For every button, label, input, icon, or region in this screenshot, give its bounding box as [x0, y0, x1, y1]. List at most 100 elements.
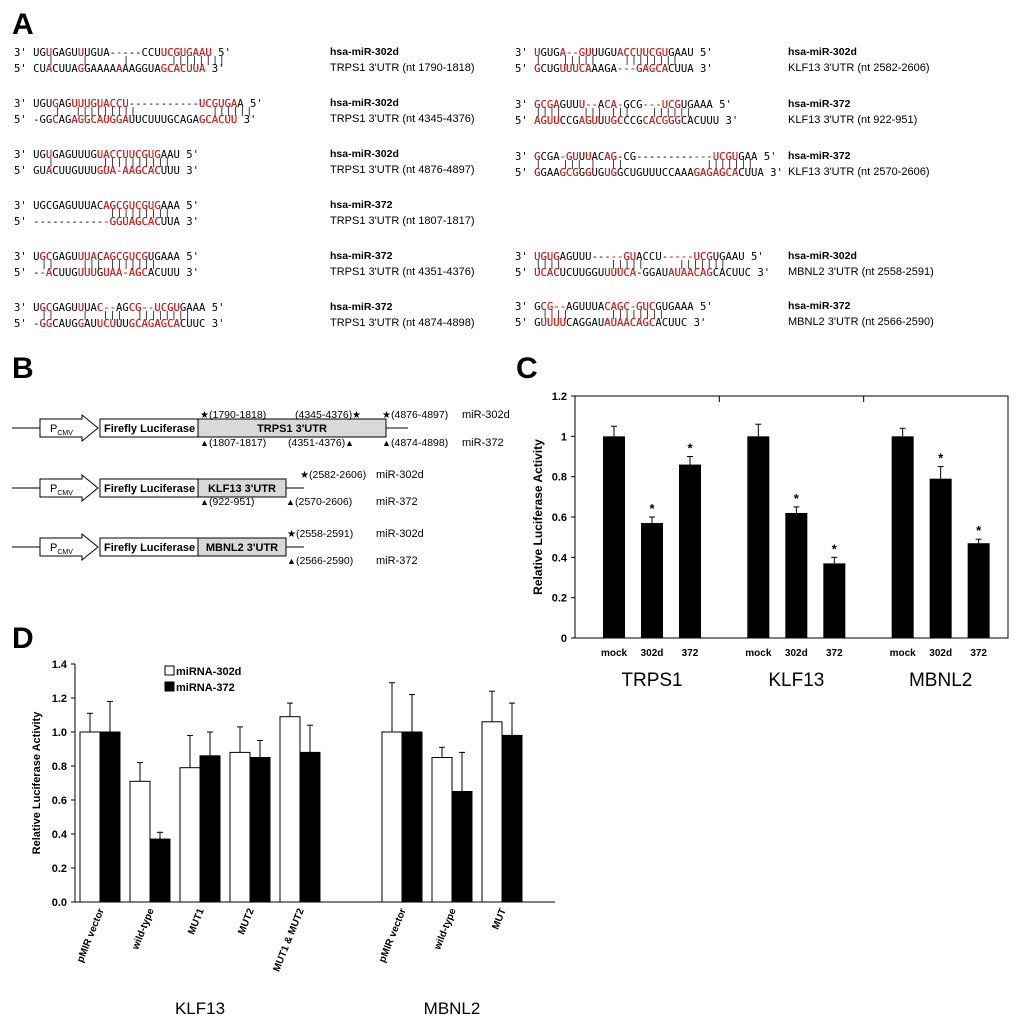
significance-star: *	[794, 491, 800, 506]
panel-d-letter: D	[12, 622, 34, 655]
site-range-label: (1790-1818)	[209, 409, 266, 421]
paired-bases-highlight: AGUU AGU UGC CACGGG	[515, 115, 739, 127]
pairing-bars: |||| ||||||||	[515, 310, 666, 320]
utr-region-label: KLF13 3'UTR (nt 2582-2606)	[788, 62, 930, 74]
mirna-label: miR-302d	[376, 528, 424, 540]
mirna-label: hsa-miR-372	[330, 301, 393, 313]
luciferase-label: Firefly Luciferase	[104, 483, 195, 495]
panel-c-bar-chart: 0 0.2 0.4 0.6 0.8 1 1.2 Relative Luciferase Act…	[531, 391, 1009, 690]
promoter-arrow	[39, 473, 99, 503]
bar	[401, 731, 423, 903]
x-tick-label: mock	[601, 648, 628, 659]
y-tick-label: 0.4	[552, 552, 568, 564]
promoter-label-subscript: CMV	[57, 490, 73, 497]
y-tick-label: 0.6	[552, 512, 567, 524]
pairing-bars: | ||||||||| ||||||	[14, 107, 254, 117]
paired-bases-highlight: G UUUCA ---GAGCA	[515, 63, 713, 75]
promoter-label-subscript: CMV	[57, 430, 73, 437]
legend-swatch	[164, 681, 175, 692]
pairing-bars: |||| ||||| |||||||	[515, 260, 727, 270]
x-tick-label: MUT	[490, 907, 508, 931]
y-tick-label: 1.4	[52, 659, 68, 671]
promoter-arrow	[39, 413, 99, 443]
bar	[481, 721, 503, 903]
construct-2: PCMV Firefly Luciferase MBNL2 3'UTR	[12, 532, 304, 562]
site-range-label: (922-951)	[209, 496, 255, 508]
bar	[785, 512, 808, 638]
x-tick-label: 302d	[785, 648, 808, 659]
paired-bases-highlight: G -GU U AG ---UCGU	[515, 151, 777, 163]
bar	[79, 731, 101, 903]
y-tick-label: 0.8	[52, 761, 67, 773]
triangle-icon: ▲	[286, 497, 295, 507]
sequence-line: 3' UGUGAGUUUGUACCU-----------UCGUGAA 5'	[14, 98, 263, 110]
bar	[679, 464, 701, 638]
sequence-line: 3' GCGA-GUUUACAG-CG------------UCGUGAA 5…	[515, 151, 777, 163]
promoter-label: PCMV	[50, 483, 73, 497]
bar	[451, 791, 473, 903]
luciferase-label: Firefly Luciferase	[104, 423, 195, 435]
site-range-label: (4876-4897)	[391, 409, 448, 421]
sequence-line: 3' UGUGA--GUUUGUACCUUCGUGAAU 5'	[515, 47, 713, 59]
x-tick-label: 372	[826, 648, 843, 659]
bar	[747, 436, 770, 638]
promoter-label: PCMV	[50, 423, 73, 437]
promoter-label-main: P	[50, 542, 57, 554]
mirna-label: hsa-miR-372	[330, 199, 393, 211]
mirna-label: miR-372	[462, 437, 504, 449]
significance-star: *	[976, 523, 982, 538]
utr-region-label: TRPS1 3'UTR (nt 1790-1818)	[330, 62, 475, 74]
bar	[431, 757, 453, 903]
sequence-line: 5' GUACUUGUUUGUA-AAGCACUUU 3'	[14, 165, 199, 177]
x-tick-label: 302d	[641, 648, 664, 659]
legend-swatch	[164, 665, 175, 676]
bar	[967, 543, 990, 638]
pairing-bars: | ||| | || |||||||	[515, 160, 755, 170]
x-tick-label: wild-type	[432, 907, 459, 953]
sequence-line: 5' -GGCAUGGAUUCUUUGCAGAGCACUUC 3'	[14, 318, 225, 330]
site-range-label: (2558-2591)	[296, 528, 353, 540]
x-tick-label: MUT1	[186, 907, 207, 937]
pairing-bars: | ||||| ||||||||	[515, 56, 680, 66]
site-range-label: (2570-2606)	[295, 496, 352, 508]
sequence-line: 5' UCACUCUUGGUUUUCA-GGAUAUAACAGCACUUC 3'	[515, 267, 771, 279]
y-tick-label: 0.2	[552, 593, 567, 605]
group-label: TRPS1	[621, 670, 682, 690]
paired-bases-highlight: A G A GCACUUA	[14, 63, 225, 75]
x-tick-label: MUT2	[236, 907, 257, 937]
significance-star: *	[938, 451, 944, 466]
group-label: MBNL2	[424, 999, 481, 1018]
paired-bases-highlight: -A UUU UAA-AGC	[14, 267, 199, 279]
site-range-label: (4345-4376)	[295, 409, 352, 421]
paired-bases-highlight: -GGUAGCAC	[14, 216, 199, 228]
utr-label: KLF13 3'UTR	[208, 483, 276, 495]
mirna-label: hsa-miR-372	[788, 98, 851, 110]
legend-label: miRNA-372	[176, 682, 235, 694]
y-tick-label: 0.0	[52, 897, 67, 909]
mirna-label: hsa-miR-302d	[788, 46, 857, 58]
y-tick-label: 1.2	[552, 391, 567, 403]
mirna-label: hsa-miR-302d	[330, 97, 399, 109]
sequence-line: 5' AGUUCCGAGUUUGCCCGCACGGGCACUUU 3'	[515, 115, 739, 127]
group-label: KLF13	[175, 999, 225, 1018]
y-tick-label: 0	[561, 633, 567, 645]
bar	[299, 751, 321, 903]
sequence-line: 5' --ACUUGUUUGUAA-AGCACUUU 3'	[14, 267, 199, 279]
significance-star: *	[832, 541, 838, 556]
group-label: KLF13	[768, 670, 824, 690]
x-tick-label: 372	[970, 648, 987, 659]
sequence-line: 3' GCGAGUUU--ACA-GCG---UCGUGAAA 5'	[515, 99, 732, 111]
triangle-icon: ▲	[287, 556, 296, 566]
sequence-line: 3' UGCGAGUUUACAGCGUCGUGAAA 5'	[14, 200, 199, 212]
significance-star: *	[649, 501, 655, 516]
y-tick-label: 1	[561, 431, 567, 443]
sequence-line: 5' ------------GGUAGCACUUA 3'	[14, 216, 199, 228]
utr-label: MBNL2 3'UTR	[206, 542, 278, 554]
bar	[501, 734, 523, 903]
sequence-line: 3' GCG--AGUUUACAGC-GUCGUGAAA 5'	[515, 301, 713, 313]
x-tick-label: pMIR vector	[377, 907, 409, 964]
paired-bases-highlight: UCAC UUUCA AUAACAG	[515, 267, 771, 279]
bar	[179, 767, 201, 903]
panel-b-letter: B	[12, 352, 34, 385]
utr-region-label: KLF13 3'UTR (nt 2570-2606)	[788, 166, 930, 178]
